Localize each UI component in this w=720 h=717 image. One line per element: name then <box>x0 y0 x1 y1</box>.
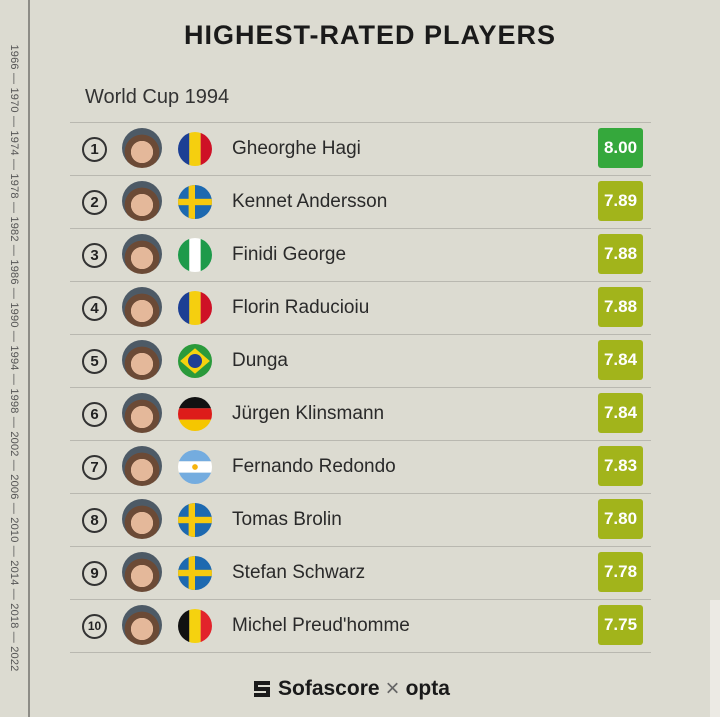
nigeria-flag-icon <box>178 238 212 272</box>
player-avatar <box>122 605 162 645</box>
separator: × <box>385 675 400 702</box>
player-avatar <box>122 287 162 327</box>
player-avatar <box>122 340 162 380</box>
rating-badge: 8.00 <box>598 128 643 168</box>
rank-badge: 9 <box>82 561 107 586</box>
rating-badge: 7.88 <box>598 234 643 274</box>
player-avatar <box>122 181 162 221</box>
player-name: Florin Raducioiu <box>232 297 370 318</box>
player-avatar <box>122 393 162 433</box>
rating-badge: 7.88 <box>598 287 643 327</box>
subtitle: World Cup 1994 <box>85 86 230 108</box>
year-timeline: 1966 — 1970 — 1974 — 1978 — 1982 — 1986 … <box>0 0 30 717</box>
player-name: Stefan Schwarz <box>232 562 366 583</box>
romania-flag-icon <box>178 291 212 325</box>
player-row: 1 Gheorghe Hagi 8.00 <box>70 123 651 176</box>
player-row: 8 Tomas Brolin 7.80 <box>70 494 651 547</box>
rank-badge: 6 <box>82 402 107 427</box>
edge-strip <box>710 600 720 717</box>
rating-badge: 7.75 <box>598 605 643 645</box>
player-row: 4 Florin Raducioiu 7.88 <box>70 282 651 335</box>
player-avatar <box>122 499 162 539</box>
player-avatar <box>122 446 162 486</box>
page-title: HIGHEST-RATED PLAYERS <box>183 20 557 50</box>
player-name: Michel Preud'homme <box>232 615 410 636</box>
rating-badge: 7.80 <box>598 499 643 539</box>
sweden-flag-icon <box>178 503 212 537</box>
rating-badge: 7.84 <box>598 340 643 380</box>
rank-badge: 1 <box>82 137 107 162</box>
player-name: Gheorghe Hagi <box>232 138 361 159</box>
player-row: 9 Stefan Schwarz 7.78 <box>70 547 651 600</box>
germany-flag-icon <box>178 397 212 431</box>
sofascore-brand: Sofascore <box>278 677 380 700</box>
players-table: 1 Gheorghe Hagi 8.00 2 Kennet Andersson 7… <box>70 122 651 653</box>
rank-badge: 8 <box>82 508 107 533</box>
player-row: 3 Finidi George 7.88 <box>70 229 651 282</box>
player-avatar <box>122 552 162 592</box>
sofascore-logo-icon <box>254 681 270 697</box>
argentina-flag-icon <box>178 450 212 484</box>
rating-badge: 7.89 <box>598 181 643 221</box>
rank-badge: 3 <box>82 243 107 268</box>
player-name: Dunga <box>232 350 288 371</box>
player-row: 6 Jürgen Klinsmann 7.84 <box>70 388 651 441</box>
player-name: Tomas Brolin <box>232 509 342 530</box>
opta-brand: opta <box>405 677 450 700</box>
rating-badge: 7.84 <box>598 393 643 433</box>
player-row: 10 Michel Preud'homme 7.75 <box>70 600 651 653</box>
brazil-flag-icon <box>178 344 212 378</box>
rank-badge: 5 <box>82 349 107 374</box>
player-name: Finidi George <box>232 244 347 265</box>
player-name: Fernando Redondo <box>232 456 396 477</box>
rating-badge: 7.78 <box>598 552 643 592</box>
player-row: 7 Fernando Redondo 7.83 <box>70 441 651 494</box>
player-avatar <box>122 234 162 274</box>
rating-badge: 7.83 <box>598 446 643 486</box>
belgium-flag-icon <box>178 609 212 643</box>
rank-badge: 10 <box>82 614 107 639</box>
player-name: Jürgen Klinsmann <box>232 403 385 424</box>
sweden-flag-icon <box>178 185 212 219</box>
rank-badge: 2 <box>82 190 107 215</box>
player-name: Kennet Andersson <box>232 191 388 212</box>
player-row: 5 Dunga 7.84 <box>70 335 651 388</box>
romania-flag-icon <box>178 132 212 166</box>
footer-logos: Sofascore × opta <box>252 675 450 703</box>
player-row: 2 Kennet Andersson 7.89 <box>70 176 651 229</box>
rank-badge: 4 <box>82 296 107 321</box>
timeline-years: 1966 — 1970 — 1974 — 1978 — 1982 — 1986 … <box>8 44 20 672</box>
player-avatar <box>122 128 162 168</box>
rank-badge: 7 <box>82 455 107 480</box>
sweden-flag-icon <box>178 556 212 590</box>
